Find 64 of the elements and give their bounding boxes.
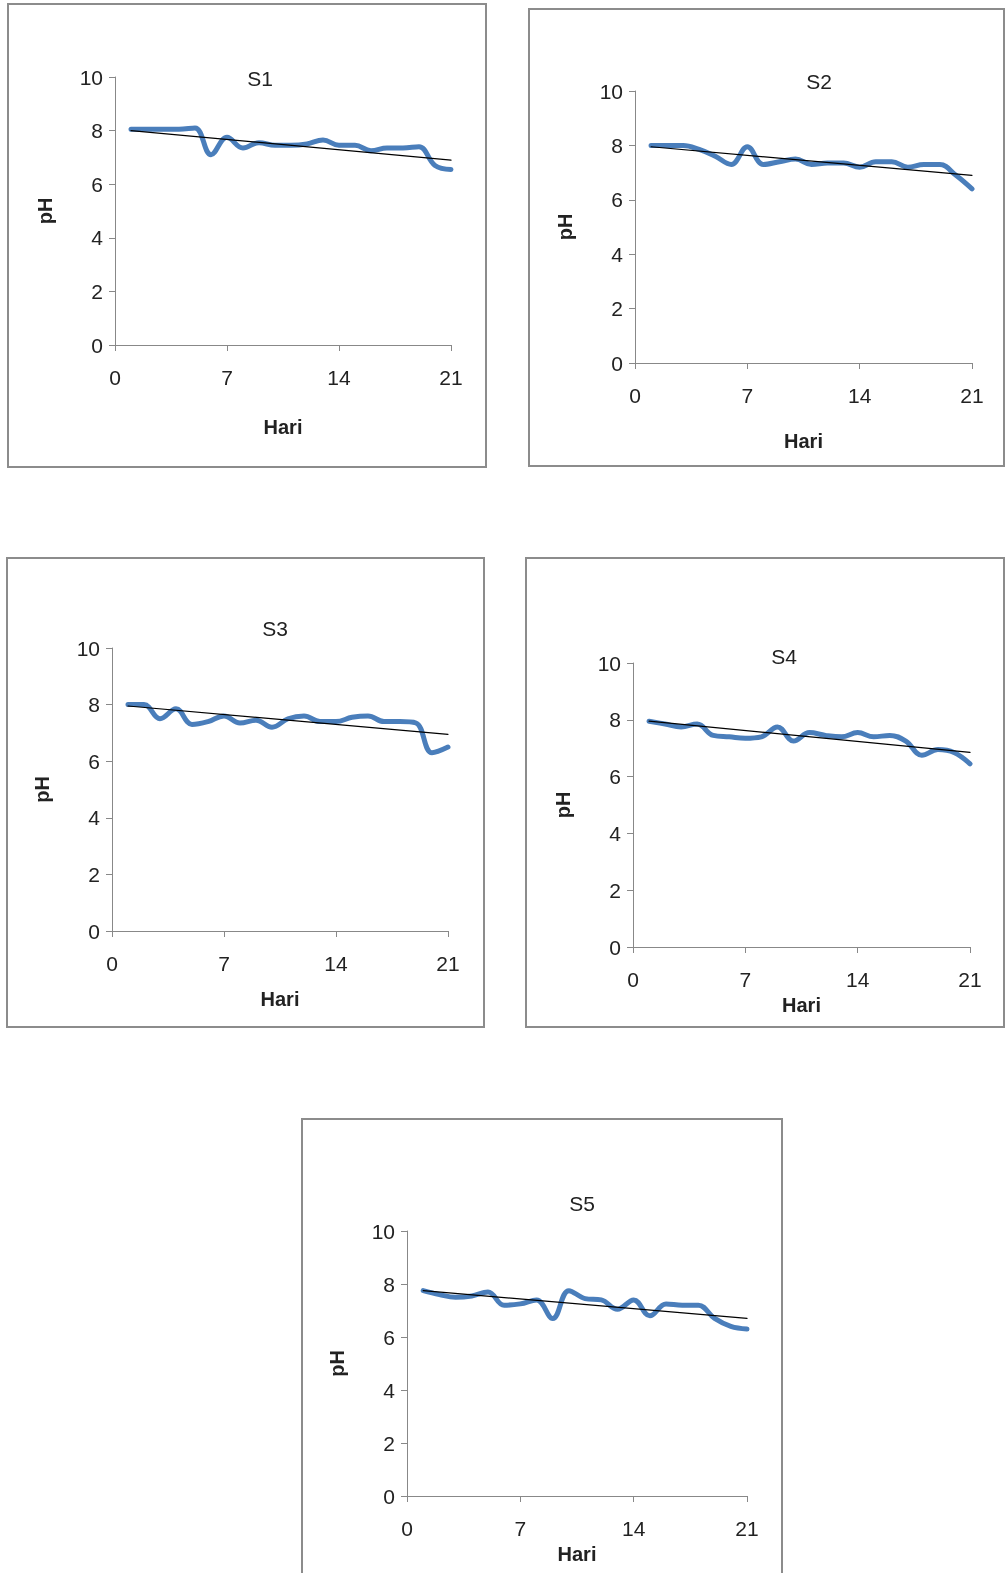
x-tick-label: 14 bbox=[327, 366, 351, 389]
x-tick-label: 7 bbox=[218, 952, 230, 975]
x-tick-label: 0 bbox=[629, 384, 641, 407]
y-tick-label: 2 bbox=[88, 862, 100, 886]
y-axis-title: pH bbox=[552, 791, 574, 819]
x-tick-label: 0 bbox=[106, 952, 118, 975]
y-tick-label: 2 bbox=[609, 878, 621, 902]
y-tick-label: 8 bbox=[611, 133, 623, 157]
x-axis-title: Hari bbox=[557, 1542, 597, 1565]
chart-title: S2 bbox=[806, 70, 832, 93]
x-tick-label: 21 bbox=[958, 968, 982, 991]
x-tick-label: 7 bbox=[221, 366, 233, 389]
y-axis-title: pH bbox=[31, 776, 53, 803]
x-tick-label: 14 bbox=[845, 968, 870, 991]
chart-title: S5 bbox=[569, 1192, 595, 1215]
y-tick-label: 10 bbox=[597, 651, 621, 675]
y-tick-label: 8 bbox=[88, 693, 100, 717]
x-tick-label: 7 bbox=[741, 384, 754, 407]
y-tick-label: 0 bbox=[91, 333, 103, 357]
y-tick-label: 2 bbox=[611, 297, 623, 321]
chart-title: S4 bbox=[771, 645, 798, 668]
y-tick-label: 2 bbox=[91, 279, 103, 303]
y-tick-label: 6 bbox=[91, 172, 103, 196]
y-tick-label: 10 bbox=[371, 1219, 395, 1243]
x-tick-label: 14 bbox=[847, 384, 872, 407]
y-tick-label: 4 bbox=[611, 242, 624, 266]
x-axis-title: Hari bbox=[782, 993, 821, 1016]
y-tick-label: 10 bbox=[76, 636, 100, 660]
y-axis-title: pH bbox=[34, 197, 56, 225]
y-tick-label: 6 bbox=[611, 188, 623, 212]
chart-title: S3 bbox=[262, 617, 288, 640]
y-tick-label: 10 bbox=[79, 65, 103, 89]
y-tick-label: 8 bbox=[91, 119, 103, 143]
x-tick-label: 14 bbox=[621, 1517, 646, 1540]
y-tick-label: 8 bbox=[609, 708, 621, 732]
y-tick-label: 4 bbox=[91, 226, 104, 250]
y-tick-label: 2 bbox=[383, 1431, 395, 1455]
x-tick-label: 0 bbox=[627, 968, 639, 991]
x-tick-label: 7 bbox=[514, 1517, 527, 1540]
x-tick-label: 7 bbox=[739, 968, 752, 991]
x-tick-label: 21 bbox=[439, 366, 463, 389]
x-tick-label: 0 bbox=[401, 1517, 413, 1540]
y-axis-title: pH bbox=[326, 1350, 348, 1377]
x-tick-label: 0 bbox=[109, 366, 121, 389]
x-tick-label: 21 bbox=[960, 384, 984, 407]
y-tick-label: 10 bbox=[599, 79, 623, 103]
y-tick-label: 8 bbox=[383, 1272, 395, 1296]
y-axis-title: pH bbox=[554, 213, 576, 241]
y-tick-label: 4 bbox=[88, 806, 101, 830]
y-tick-label: 0 bbox=[383, 1484, 395, 1508]
y-tick-label: 6 bbox=[88, 749, 100, 773]
x-axis-title: Hari bbox=[263, 416, 303, 438]
y-tick-label: 4 bbox=[383, 1378, 396, 1402]
x-axis-title: Hari bbox=[260, 988, 300, 1010]
x-tick-label: 21 bbox=[436, 952, 460, 975]
y-tick-label: 6 bbox=[609, 765, 621, 789]
chart-title: S1 bbox=[247, 67, 273, 90]
x-axis-title: Hari bbox=[784, 430, 823, 452]
y-tick-label: 0 bbox=[88, 919, 100, 943]
x-tick-label: 21 bbox=[735, 1517, 759, 1540]
x-tick-label: 14 bbox=[324, 952, 348, 975]
y-tick-label: 0 bbox=[609, 935, 621, 959]
y-tick-label: 6 bbox=[383, 1325, 395, 1349]
y-tick-label: 4 bbox=[609, 821, 622, 845]
